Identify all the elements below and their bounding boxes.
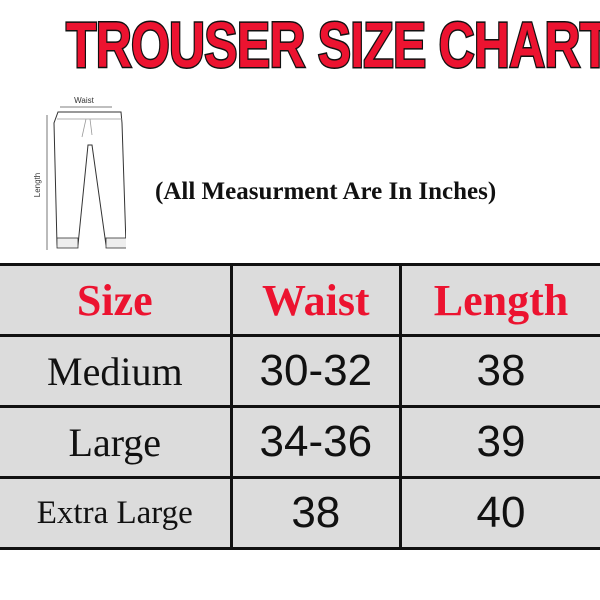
length-label: Length — [33, 173, 42, 197]
waist-cell: 38 — [229, 476, 403, 550]
table-row: Medium 30-32 38 — [0, 334, 600, 408]
length-cell: 40 — [399, 476, 600, 550]
size-cell: Large — [0, 405, 233, 479]
size-table: Size Waist Length Medium 30-32 38 Large … — [0, 263, 600, 550]
page-title: TROUSER SIZE CHART — [65, 8, 600, 83]
waist-label: Waist — [74, 96, 94, 105]
header-length: Length — [399, 263, 600, 337]
size-cell: Extra Large — [0, 476, 233, 550]
length-cell: 38 — [399, 334, 600, 408]
trouser-diagram: Waist Length — [33, 96, 126, 250]
size-cell: Medium — [0, 334, 233, 408]
length-cell: 39 — [399, 405, 600, 479]
table-row: Large 34-36 39 — [0, 405, 600, 479]
header-waist: Waist — [229, 263, 403, 337]
waist-cell: 34-36 — [229, 405, 403, 479]
table-row: Extra Large 38 40 — [0, 476, 600, 550]
header-size: Size — [0, 263, 233, 337]
table-header-row: Size Waist Length — [0, 263, 600, 337]
waist-cell: 30-32 — [229, 334, 403, 408]
units-note: (All Measurment Are In Inches) — [155, 178, 497, 205]
